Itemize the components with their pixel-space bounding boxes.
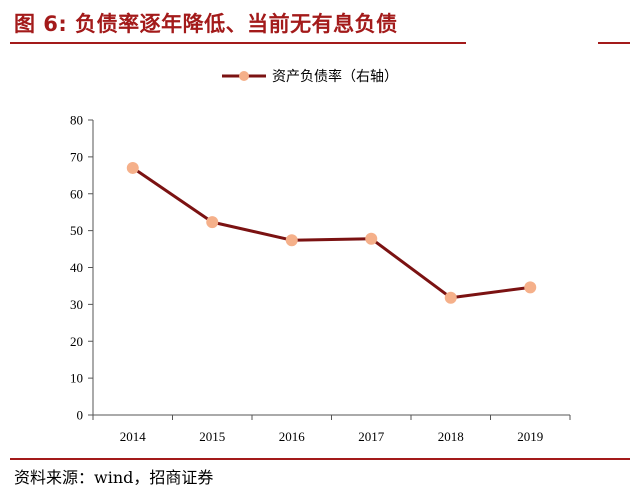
data-point [444,291,457,304]
x-tick-label: 2019 [517,429,543,444]
footer-rule [10,458,630,460]
y-tick-label: 40 [70,260,83,275]
legend-marker [239,71,249,81]
figure-title: 图 6: 负债率逐年降低、当前无有息负债 [14,12,398,36]
x-tick-label: 2018 [438,429,464,444]
x-tick-label: 2017 [358,429,385,444]
data-point [126,161,139,174]
title-rule-right [598,42,630,44]
data-point [206,216,219,229]
y-tick-label: 70 [70,149,83,164]
source-note: 资料来源：wind，招商证券 [14,468,214,487]
data-point [285,234,298,247]
x-tick-label: 2015 [199,429,225,444]
x-tick-label: 2014 [120,429,147,444]
data-point [524,281,537,294]
y-tick-label: 30 [70,297,83,312]
legend-label: 资产负债率（右轴） [272,68,398,85]
y-tick-label: 80 [70,113,83,128]
y-tick-label: 50 [70,223,83,238]
y-tick-label: 60 [70,186,83,201]
series-line [131,166,531,300]
y-tick-label: 10 [70,371,83,386]
x-tick-label: 2016 [279,429,306,444]
y-tick-label: 0 [77,408,84,423]
data-point [365,232,378,245]
title-rule [10,42,466,44]
legend: 资产负债率（右轴） [222,68,398,85]
y-tick-label: 20 [70,334,83,349]
